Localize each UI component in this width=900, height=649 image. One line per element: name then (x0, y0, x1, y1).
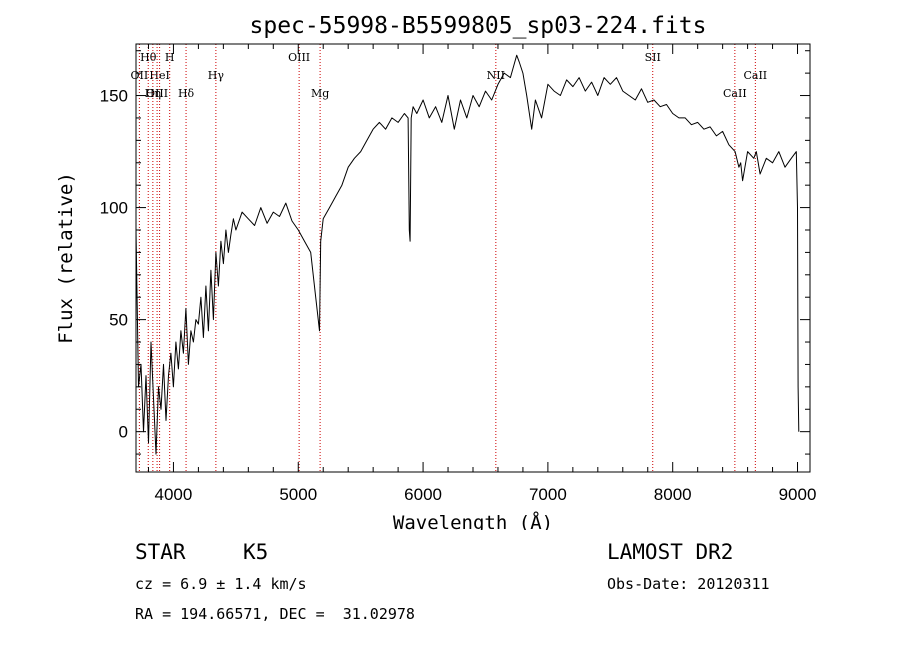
x-tick-label: 6000 (404, 485, 442, 504)
x-tick-label: 5000 (279, 485, 317, 504)
line-marker-label: Hδ (178, 87, 195, 100)
plot-frame (135, 43, 811, 473)
spectrum-line (135, 54, 800, 455)
line-marker-label: CaII (743, 69, 767, 82)
obs-date-text: Obs-Date: 20120311 (607, 575, 770, 593)
line-marker-label: Hγ (208, 69, 225, 82)
coordinates-text: RA = 194.66571, DEC = 31.02978 (135, 605, 415, 623)
line-marker-label: OIII (146, 87, 168, 100)
line-marker-label: HeI (149, 69, 169, 82)
line-marker-label: OIII (288, 51, 310, 64)
line-marker-label: H (165, 51, 175, 64)
y-tick-label: 0 (119, 423, 128, 442)
line-marker-label: Hη (145, 87, 161, 100)
survey-label: LAMOST DR2 (607, 540, 734, 564)
subclass: K5 (243, 540, 269, 564)
object-type: STAR (135, 540, 186, 564)
x-tick-label: 9000 (779, 485, 817, 504)
line-marker-label: Hθ (140, 51, 157, 64)
line-marker-label: SII (645, 51, 661, 64)
line-marker-label: NII (487, 69, 505, 82)
y-axis-label: Flux (relative) (55, 172, 77, 344)
y-tick-label: 50 (109, 311, 128, 330)
line-marker-label: Mg (311, 87, 329, 100)
chart-title: spec-55998-B5599805_sp03-224.fits (250, 13, 707, 39)
cz-text: cz = 6.9 ± 1.4 km/s (135, 575, 307, 593)
x-axis-label: Wavelength (Å) (393, 511, 553, 530)
line-marker-label: CaII (723, 87, 747, 100)
y-tick-label: 150 (100, 87, 128, 106)
x-tick-label: 7000 (529, 485, 567, 504)
y-tick-label: 100 (100, 199, 128, 218)
x-tick-label: 4000 (155, 485, 193, 504)
x-tick-label: 8000 (654, 485, 692, 504)
line-marker-label: OII (131, 69, 149, 82)
